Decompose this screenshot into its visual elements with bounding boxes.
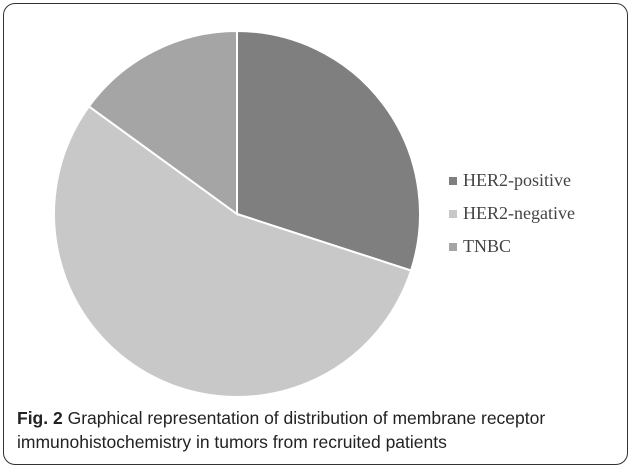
legend-label: HER2-positive (463, 170, 571, 190)
figure-frame: HER2-positive HER2-negative TNBC Fig. 2 Gr… (3, 3, 628, 465)
caption-label: Fig. 2 (17, 408, 63, 428)
legend-label: HER2-negative (463, 203, 575, 223)
legend-swatch (449, 177, 457, 185)
pie-slice (236, 29, 421, 272)
pie-slice (87, 29, 238, 216)
caption-text: Graphical representation of distribution… (17, 408, 546, 452)
legend-label: TNBC (463, 236, 511, 256)
legend-swatch (449, 243, 457, 251)
pie-slice (53, 105, 413, 398)
caption: Fig. 2 Graphical representation of distr… (17, 406, 617, 454)
chart: HER2-positive HER2-negative TNBC (53, 29, 575, 398)
legend-swatch (449, 210, 457, 218)
